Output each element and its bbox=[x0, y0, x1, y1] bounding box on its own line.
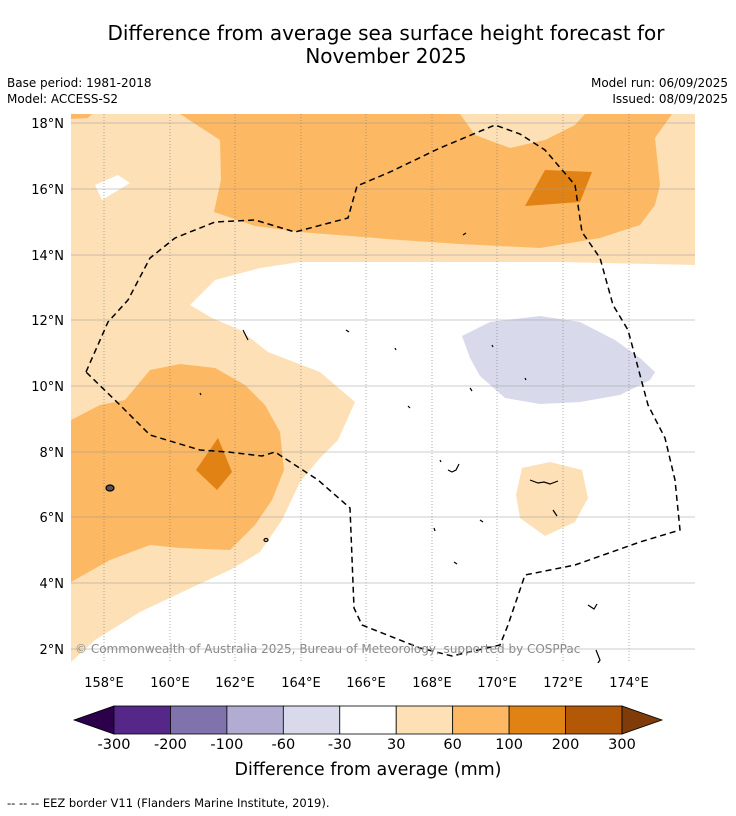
lon-tick-174e: 174°E bbox=[609, 676, 649, 691]
lat-tick-16n: 16°N bbox=[31, 183, 64, 198]
colorbar-tick-label: -200 bbox=[153, 737, 187, 753]
eez-border bbox=[85, 124, 681, 657]
eez-legend-note: -- -- -- EEZ border V11 (Flanders Marine… bbox=[7, 796, 330, 810]
colorbar-bin bbox=[565, 705, 623, 735]
colorbar-bin bbox=[452, 705, 510, 735]
lon-tick-164e: 164°E bbox=[281, 676, 321, 691]
lat-tick-10n: 10°N bbox=[31, 380, 64, 395]
lat-tick-2n: 2°N bbox=[40, 643, 65, 658]
colorbar-bin bbox=[113, 705, 171, 735]
colorbar-bin bbox=[395, 705, 454, 735]
colorbar-tick-label: -30 bbox=[327, 737, 352, 753]
colorbar-tick-label: 100 bbox=[495, 737, 523, 753]
chart-title: Difference from average sea surface heig… bbox=[60, 22, 712, 68]
contour-30-60-east bbox=[516, 462, 588, 536]
contour-100-200-north bbox=[525, 170, 592, 206]
contour-white-patch-north bbox=[95, 175, 130, 200]
colorbar-tick-label: 200 bbox=[551, 737, 580, 753]
colorbar-bin bbox=[339, 705, 397, 735]
lon-tick-160e: 160°E bbox=[150, 676, 190, 691]
lat-tick-6n: 6°N bbox=[40, 511, 65, 526]
colorbar-tick-label: -100 bbox=[210, 737, 244, 753]
lon-axis-labels: 158°E 160°E 162°E 164°E 166°E 168°E 170°… bbox=[84, 676, 649, 691]
lat-tick-12n: 12°N bbox=[31, 314, 64, 329]
contour-60-100-west bbox=[71, 364, 284, 582]
meta-right: Model run: 06/09/2025 Issued: 08/09/2025 bbox=[591, 75, 728, 107]
colorbar bbox=[72, 705, 664, 735]
lon-tick-166e: 166°E bbox=[346, 676, 386, 691]
contour-60-100-corner bbox=[71, 114, 92, 119]
lon-tick-158e: 158°E bbox=[84, 676, 124, 691]
title-line-1: Difference from average sea surface heig… bbox=[107, 21, 665, 45]
copyright-notice: © Commonwealth of Australia 2025, Bureau… bbox=[75, 642, 580, 656]
lon-tick-170e: 170°E bbox=[477, 676, 517, 691]
island-coastlines bbox=[105, 232, 601, 663]
lat-tick-4n: 4°N bbox=[40, 577, 65, 592]
meta-left: Base period: 1981-2018 Model: ACCESS-S2 bbox=[7, 75, 152, 107]
colorbar-bin bbox=[508, 705, 566, 735]
colorbar-bin bbox=[282, 705, 341, 735]
colorbar-tick-label: 60 bbox=[443, 737, 462, 753]
grid-lines-lat bbox=[71, 122, 695, 650]
colorbar-bin bbox=[226, 705, 284, 735]
lat-tick-18n: 18°N bbox=[31, 117, 64, 132]
title-line-2: November 2025 bbox=[305, 44, 467, 68]
colorbar-tick-label: -60 bbox=[271, 737, 296, 753]
colorbar-tick-label: -300 bbox=[97, 737, 131, 753]
colorbar-title: Difference from average (mm) bbox=[234, 760, 502, 780]
colorbar-bin bbox=[170, 705, 228, 735]
lon-tick-168e: 168°E bbox=[412, 676, 452, 691]
contour-60-100-north bbox=[180, 114, 672, 248]
colorbar-bins bbox=[113, 705, 623, 735]
colorbar-over-arrow bbox=[621, 705, 664, 735]
model-name: Model: ACCESS-S2 bbox=[7, 92, 119, 106]
lat-axis-labels: 18°N 16°N 14°N 12°N 10°N 8°N 6°N 4°N 2°N bbox=[31, 117, 64, 658]
base-period: Base period: 1981-2018 bbox=[7, 76, 152, 90]
lat-tick-8n: 8°N bbox=[40, 446, 65, 461]
contour-neg30-neg60 bbox=[462, 316, 655, 404]
lon-tick-172e: 172°E bbox=[543, 676, 583, 691]
issued-date: Issued: 08/09/2025 bbox=[612, 92, 728, 106]
lon-tick-162e: 162°E bbox=[215, 676, 255, 691]
colorbar-tick-label: 300 bbox=[608, 737, 636, 753]
model-run: Model run: 06/09/2025 bbox=[590, 76, 728, 90]
map-plot-area: © Commonwealth of Australia 2025, Bureau… bbox=[71, 114, 695, 663]
lat-tick-14n: 14°N bbox=[31, 249, 64, 264]
colorbar-tick-label: 30 bbox=[386, 737, 406, 753]
colorbar-under-arrow bbox=[72, 705, 115, 735]
